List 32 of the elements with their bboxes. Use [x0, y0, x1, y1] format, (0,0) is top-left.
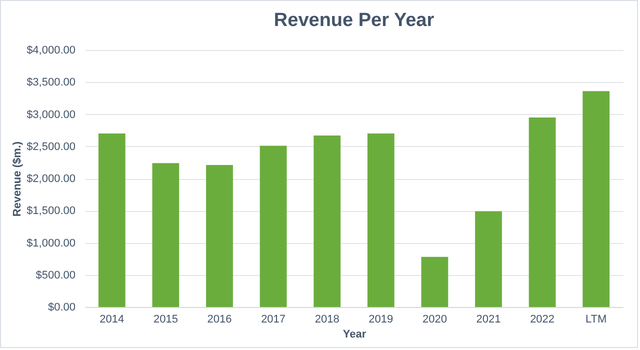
bar	[98, 134, 126, 307]
bar	[314, 135, 341, 307]
x-tick-label: 2014	[100, 314, 124, 326]
y-axis-title: Revenue ($m.)	[12, 141, 24, 217]
y-tick-label: $3,000.00	[26, 108, 76, 121]
y-tick-label: $0.00	[48, 302, 76, 314]
x-tick-label: 2020	[422, 314, 447, 326]
y-tick-label: $2,500.00	[26, 140, 76, 153]
x-tick-label: 2018	[314, 314, 340, 326]
y-tick-label: $4,000.00	[26, 44, 76, 56]
bar	[260, 146, 287, 307]
x-tick-label: 2019	[368, 314, 394, 326]
x-tick-label: 2016	[207, 314, 232, 326]
y-tick-label: $1,500.00	[26, 205, 76, 218]
bar	[475, 211, 502, 307]
bar	[528, 117, 556, 307]
x-tick-label: 2017	[261, 314, 286, 326]
bar	[152, 163, 180, 307]
bar	[421, 256, 448, 307]
x-tick-label: 2021	[476, 314, 501, 326]
x-tick-label: 2022	[530, 314, 555, 326]
y-tick-label: $500.00	[36, 269, 76, 282]
bar	[206, 165, 233, 307]
y-tick-label: $2,000.00	[26, 173, 76, 185]
bar	[582, 91, 610, 307]
bar	[367, 134, 394, 307]
y-tick-label: $3,500.00	[26, 76, 76, 89]
y-tick-label: $1,000.00	[26, 237, 76, 250]
x-tick-label: 2015	[153, 314, 178, 326]
chart-title: Revenue Per Year	[274, 10, 435, 31]
x-tick-label: LTM	[586, 314, 607, 326]
x-axis-title: Year	[342, 328, 367, 340]
